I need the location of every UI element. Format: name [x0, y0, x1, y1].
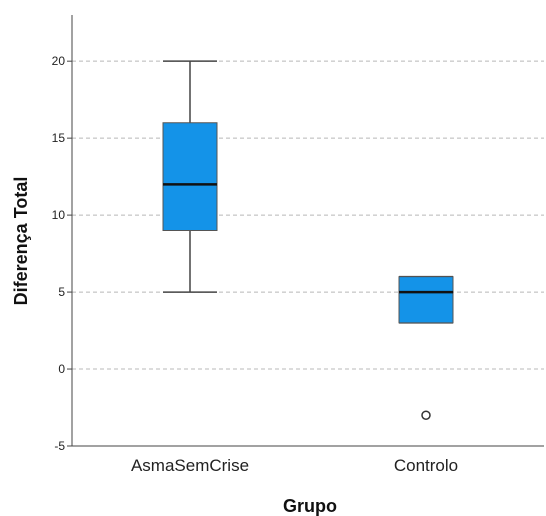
x-tick-label: AsmaSemCrise	[131, 456, 249, 475]
x-tick-label: Controlo	[394, 456, 458, 475]
plot-area	[162, 60, 454, 420]
iqr-box	[162, 122, 218, 231]
y-tick-label: 20	[52, 54, 66, 68]
x-axis-title: Grupo	[283, 496, 337, 516]
y-tick-label: 0	[58, 362, 65, 376]
y-tick-label: 5	[58, 285, 65, 299]
x-axis-ticks: AsmaSemCrise Controlo	[131, 456, 458, 475]
y-axis-title: Diferença Total	[11, 177, 31, 306]
iqr-box	[398, 276, 454, 324]
y-axis-ticks: -5 0 5 10 15 20	[52, 54, 72, 453]
y-tick-label: 10	[52, 208, 66, 222]
y-tick-label: 15	[52, 131, 66, 145]
y-tick-label: -5	[54, 439, 65, 453]
box-Controlo	[398, 275, 454, 420]
gridlines	[72, 60, 544, 370]
box-AsmaSemCrise	[162, 60, 218, 293]
outlier-point	[421, 410, 431, 420]
